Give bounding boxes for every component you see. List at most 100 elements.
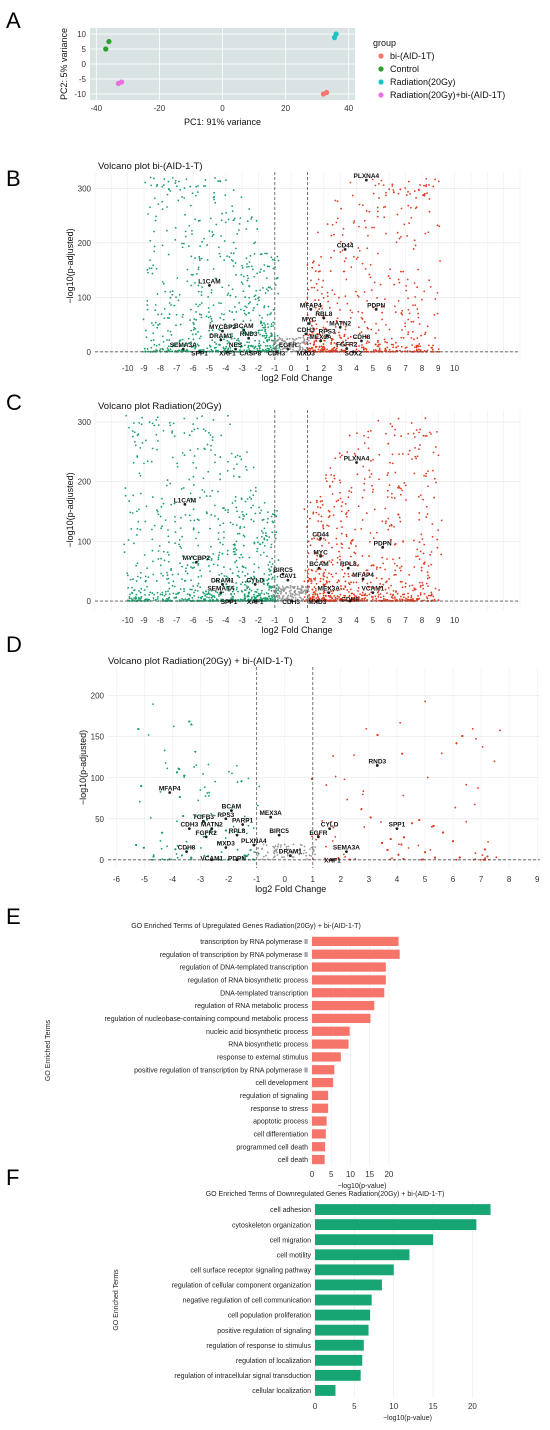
volcano-point: [422, 498, 424, 501]
go-term-label: response to stress: [251, 1106, 309, 1113]
volcano-point: [344, 328, 347, 331]
volcano-point: [170, 503, 173, 506]
volcano-point: [390, 596, 393, 598]
volcano-point: [238, 222, 241, 225]
volcano-point: [254, 346, 256, 349]
volcano-gene-label: RND3: [240, 331, 258, 338]
volcano-gene-label: XAF1: [247, 599, 264, 606]
volcano-point: [311, 261, 314, 264]
volcano-point: [268, 348, 270, 351]
volcano-point: [375, 577, 378, 579]
volcano-point: [156, 597, 159, 600]
volcano-point-ns: [298, 336, 300, 339]
volcano-point: [143, 554, 146, 556]
volcano-point: [349, 335, 352, 338]
volcano-point: [363, 597, 366, 600]
volcano-point: [161, 591, 164, 594]
volcano-point: [243, 594, 246, 597]
volcano-point: [241, 510, 244, 513]
volcano-point: [342, 227, 345, 230]
volcano-point: [217, 532, 220, 534]
volcano-point: [263, 305, 266, 307]
volcano-point: [334, 598, 337, 601]
volcano-point: [434, 446, 437, 448]
volcano-point: [171, 290, 174, 292]
volcano-point: [167, 582, 170, 584]
volcano-point-ns: [281, 856, 283, 859]
volcano-point: [402, 794, 405, 797]
volcano-point: [270, 595, 273, 597]
volcano-point: [197, 331, 199, 333]
volcano-point: [342, 853, 345, 856]
volcano-point: [197, 185, 199, 187]
volcano-point: [355, 595, 358, 598]
volcano-gene-point: [221, 329, 224, 333]
volcano-point: [218, 554, 220, 557]
volcano-point: [380, 585, 383, 588]
volcano-point: [189, 319, 191, 321]
volcano-x-tick-label: 2: [322, 364, 327, 373]
volcano-point: [227, 348, 229, 351]
volcano-point: [204, 185, 207, 187]
volcano-point: [277, 350, 280, 353]
volcano-point: [391, 492, 393, 495]
volcano-point: [233, 318, 235, 321]
volcano-point: [324, 568, 327, 571]
volcano-point: [167, 597, 170, 600]
volcano-point: [212, 304, 215, 307]
volcano-point: [184, 513, 187, 516]
volcano-point: [217, 581, 220, 583]
volcano-point: [194, 218, 197, 221]
volcano-point-ns: [276, 851, 278, 854]
volcano-point: [231, 590, 234, 593]
volcano-point-ns: [281, 348, 284, 351]
volcano-point: [429, 553, 432, 556]
volcano-point: [310, 324, 313, 327]
volcano-point: [235, 588, 238, 591]
volcano-point: [188, 342, 191, 344]
volcano-point: [392, 346, 395, 349]
volcano-point: [212, 553, 215, 555]
volcano-point: [181, 452, 184, 454]
volcano-point: [322, 326, 325, 329]
volcano-point: [202, 773, 205, 775]
volcano-point: [155, 418, 158, 421]
go-bar: [312, 949, 400, 959]
volcano-point: [188, 720, 191, 723]
volcano-point: [146, 268, 149, 271]
volcano-point: [374, 349, 377, 351]
volcano-point: [316, 594, 319, 596]
volcano-point: [233, 337, 236, 340]
volcano-point-ns: [265, 854, 267, 857]
volcano-point: [143, 347, 146, 350]
volcano-point: [360, 346, 363, 349]
volcano-point: [265, 332, 267, 335]
volcano-point: [198, 303, 201, 306]
volcano-point: [207, 311, 210, 314]
volcano-x-tick-label: -10: [122, 364, 134, 373]
volcano-point: [349, 309, 352, 312]
volcano-point: [407, 190, 409, 193]
volcano-point: [229, 294, 232, 297]
volcano-point: [440, 553, 443, 556]
volcano-point: [390, 337, 393, 340]
volcano-point: [206, 443, 209, 446]
volcano-point: [432, 469, 434, 472]
volcano-point: [357, 326, 360, 329]
volcano-point: [271, 596, 274, 599]
volcano-point: [335, 221, 338, 224]
volcano-point: [399, 569, 402, 572]
volcano-point: [425, 185, 428, 188]
volcano-point: [235, 764, 238, 767]
volcano-point: [183, 343, 186, 346]
volcano-point: [254, 512, 257, 515]
volcano-point: [157, 596, 159, 598]
volcano-x-axis-label: log2 Fold Change: [255, 884, 326, 894]
volcano-point: [403, 593, 406, 596]
volcano-point: [143, 600, 146, 602]
volcano-point: [365, 342, 368, 345]
volcano-point: [314, 577, 317, 580]
volcano-gene-label: DRAM1: [279, 849, 302, 856]
volcano-point: [247, 346, 250, 349]
volcano-point-ns: [309, 848, 311, 851]
